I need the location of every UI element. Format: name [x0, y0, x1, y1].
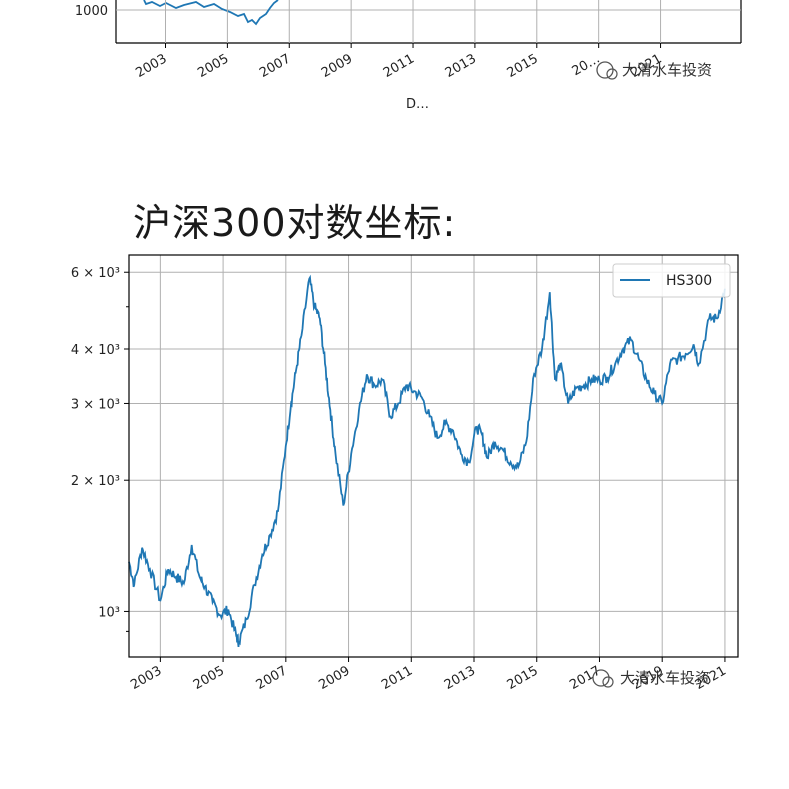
watermark-bottom-logo-icon: [592, 669, 614, 688]
plot-frame: [128, 254, 739, 658]
xtick-label-2003: 2003: [128, 663, 164, 693]
ytick-label-3000: 3 × 10³: [71, 397, 120, 412]
top-xtick-label-1: 2005: [195, 51, 231, 81]
grid-horizontal: [129, 271, 738, 612]
legend: HS300: [612, 263, 731, 298]
ytick-label-2000: 2 × 10³: [71, 474, 120, 489]
top-ytick-1000: 1000: [75, 4, 108, 19]
xtick-label-2005: 2005: [191, 663, 227, 693]
xtick-label-2011: 2011: [379, 663, 415, 693]
ytick-label-1000: 10³: [98, 605, 120, 620]
main-log-chart: 10³ 2 × 10³ 3 × 10³ 4 × 10³ 6 × 10³ 2003 2005…: [71, 254, 739, 693]
ytick-label-6000: 6 × 10³: [71, 266, 120, 281]
ytick-label-4000: 4 × 10³: [71, 343, 120, 358]
y-axis-ticks: 10³ 2 × 10³ 3 × 10³ 4 × 10³ 6 × 10³: [71, 266, 129, 632]
plot-area: [129, 255, 738, 657]
watermark-bottom: 大清水车投资: [620, 669, 710, 687]
top-xtick-label-0: 2003: [133, 51, 169, 81]
top-series-line-fragment: [143, 0, 279, 26]
chart-heading: 沪深300对数坐标:: [133, 201, 457, 245]
top-xtick-label-4: 2011: [381, 51, 417, 81]
watermark-top-logo-icon: [596, 61, 618, 80]
grid-vertical: [159, 255, 726, 657]
top-chart-fragment: 1000 2003 2005 2007 2009 2011 2013 2015 20… 2021…: [75, 0, 742, 112]
legend-box: [612, 263, 731, 298]
top-xtick-label-3: 2009: [319, 51, 355, 81]
xtick-label-2007: 2007: [254, 663, 290, 693]
hs300-series-line: [128, 274, 726, 647]
top-xtick-label-6: 2015: [505, 51, 541, 81]
top-xlabel-partial: D…: [406, 97, 429, 112]
top-xtick-label-5: 2013: [443, 51, 479, 81]
top-xtick-label-2: 2007: [257, 51, 293, 81]
xtick-label-2013: 2013: [442, 663, 478, 693]
legend-label-hs300: HS300: [666, 273, 712, 289]
xtick-label-2009: 2009: [316, 663, 352, 693]
xtick-label-2015: 2015: [505, 663, 541, 693]
xtick-label-2017: 2017: [567, 663, 603, 693]
watermark-top: 大清水车投资: [622, 61, 712, 79]
